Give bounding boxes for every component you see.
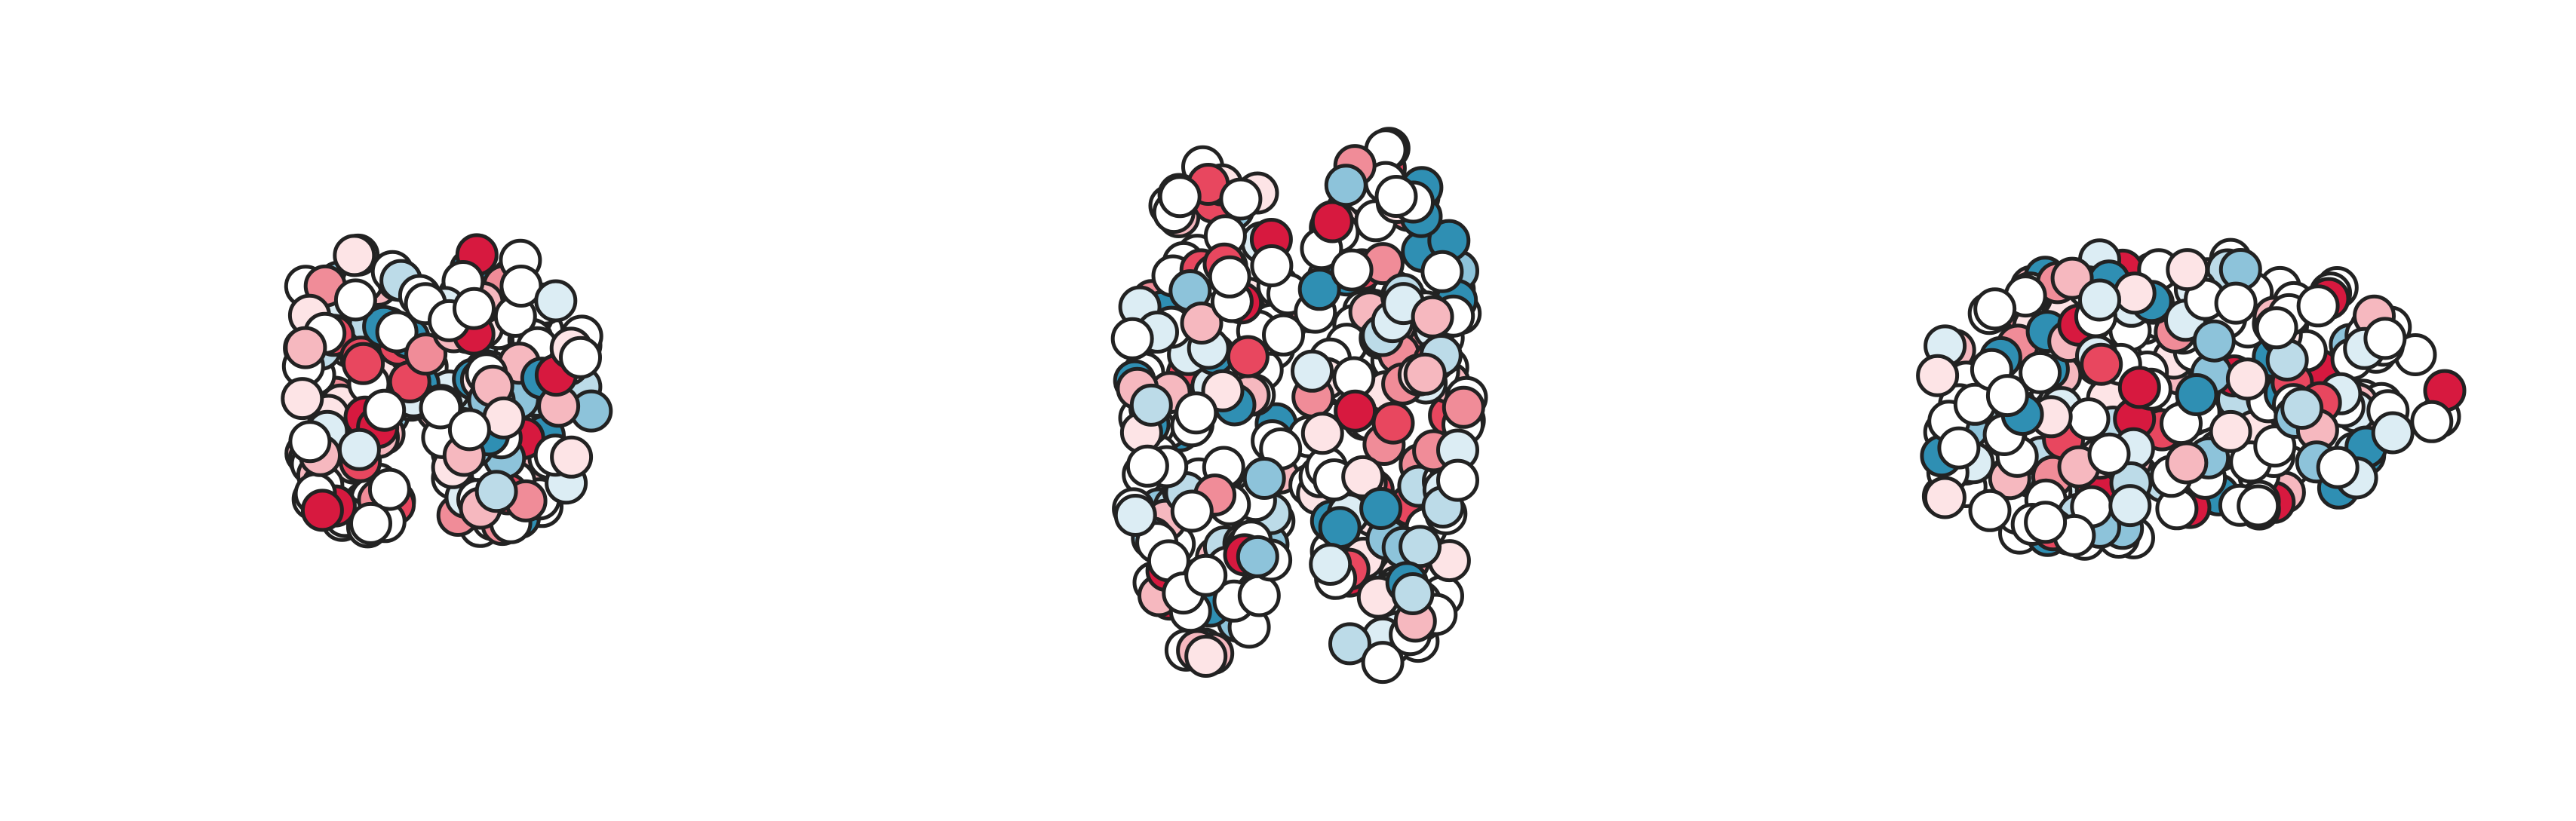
node — [2209, 409, 2252, 453]
coronal-view — [281, 233, 613, 549]
node — [1968, 489, 2012, 532]
node — [1219, 177, 1263, 221]
node — [550, 435, 594, 479]
node — [1391, 572, 1435, 615]
node — [349, 501, 392, 545]
node — [1309, 543, 1352, 586]
node — [2253, 424, 2297, 468]
node — [1226, 335, 1270, 378]
node — [2024, 501, 2068, 544]
node — [1318, 506, 1362, 550]
node — [2108, 484, 2152, 528]
node — [1328, 622, 1371, 666]
node — [1937, 426, 1981, 470]
node — [534, 279, 578, 323]
node — [1300, 412, 1344, 455]
node — [1442, 385, 1485, 429]
node — [2225, 357, 2269, 401]
node — [404, 332, 448, 376]
node — [1170, 489, 1214, 533]
node — [1180, 302, 1224, 345]
node — [1174, 391, 1218, 435]
node — [1334, 389, 1377, 433]
node — [2087, 432, 2131, 476]
node — [474, 470, 518, 513]
node — [1208, 255, 1251, 299]
node — [1297, 268, 1341, 311]
node — [1184, 553, 1228, 597]
node — [1237, 574, 1281, 617]
node — [300, 489, 344, 532]
node — [1250, 244, 1294, 287]
node — [375, 310, 419, 354]
node — [2078, 278, 2121, 322]
node — [1374, 175, 1418, 218]
node — [1113, 494, 1157, 537]
node — [2117, 366, 2161, 409]
node — [1403, 352, 1447, 396]
node — [333, 234, 376, 277]
node — [559, 335, 602, 379]
node — [453, 286, 496, 330]
node — [1242, 457, 1286, 500]
node — [1330, 248, 1374, 292]
node — [281, 377, 324, 421]
node — [1923, 476, 1967, 519]
node — [1236, 535, 1279, 578]
node — [1110, 317, 1154, 360]
node — [1129, 383, 1173, 427]
node — [2214, 281, 2258, 325]
node — [2019, 351, 2062, 394]
node — [1916, 354, 1960, 397]
node — [363, 388, 407, 432]
node — [1125, 444, 1169, 488]
node — [2255, 306, 2298, 350]
node — [1184, 635, 1228, 678]
node — [447, 408, 491, 452]
node — [2165, 441, 2209, 485]
node — [1359, 487, 1403, 530]
axial-view — [1110, 127, 1488, 685]
node — [1310, 200, 1354, 244]
node — [1420, 250, 1464, 293]
node — [2192, 319, 2236, 363]
node — [1973, 287, 2017, 331]
node — [2080, 342, 2123, 386]
node — [2316, 446, 2360, 489]
node — [337, 427, 381, 471]
node — [1361, 641, 1405, 685]
node — [1371, 401, 1415, 445]
node — [284, 326, 327, 369]
node — [2175, 373, 2218, 416]
node — [367, 467, 411, 511]
node — [1262, 313, 1305, 357]
node — [2237, 484, 2280, 528]
node — [2280, 387, 2324, 430]
node — [288, 420, 332, 464]
node — [2113, 271, 2157, 315]
node — [2296, 284, 2340, 328]
node — [1985, 374, 2029, 418]
node — [1324, 164, 1368, 207]
node — [2067, 397, 2111, 441]
node — [333, 278, 377, 322]
node — [1291, 349, 1334, 393]
sagittal-view — [1916, 237, 2467, 561]
node — [1411, 295, 1454, 339]
node — [2371, 411, 2415, 455]
node — [342, 342, 385, 385]
node — [2410, 400, 2454, 443]
node — [419, 386, 462, 430]
node — [2166, 248, 2209, 292]
node — [2363, 317, 2407, 360]
node — [1436, 458, 1479, 502]
node — [1399, 525, 1442, 568]
node — [1158, 175, 1202, 219]
node — [1341, 455, 1385, 498]
